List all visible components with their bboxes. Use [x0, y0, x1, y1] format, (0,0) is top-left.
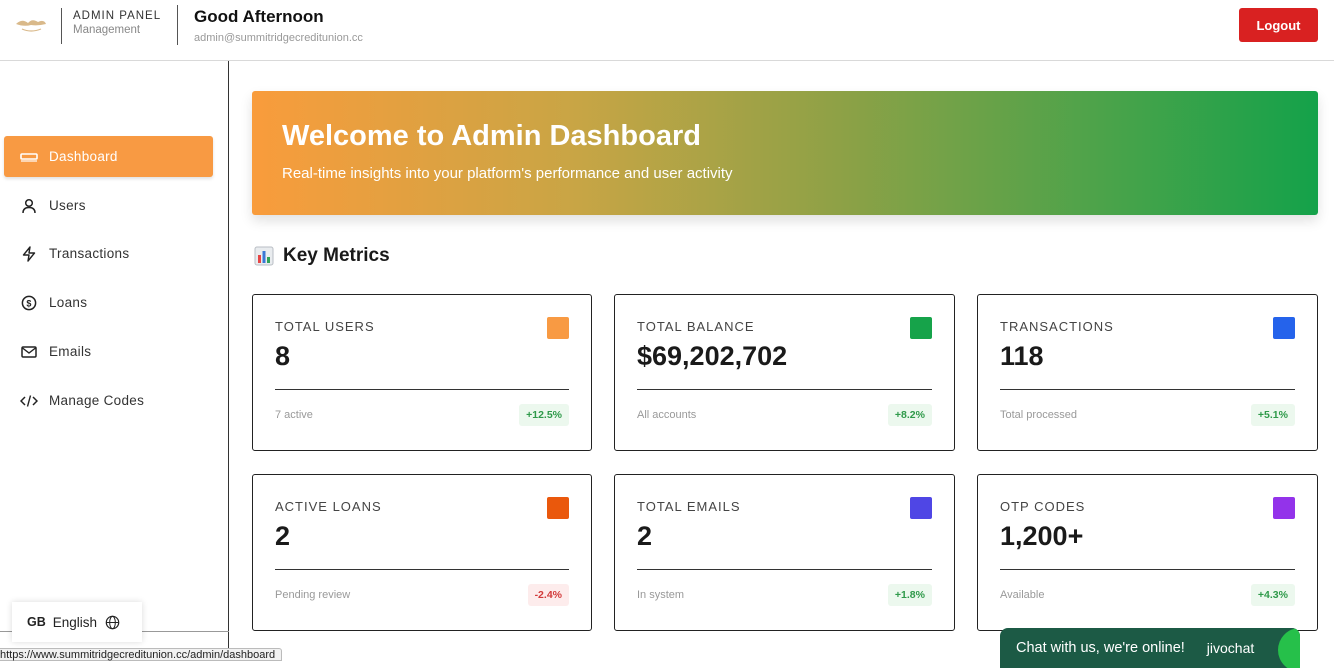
trend-badge: -2.4%: [527, 584, 569, 606]
metric-value: 2: [275, 521, 291, 551]
metric-card-total-emails[interactable]: TOTAL EMAILS 2 In system +1.8%: [614, 474, 955, 631]
sidebar-item-label: Transactions: [49, 246, 130, 261]
trend-badge: +4.3%: [1250, 584, 1295, 606]
metric-divider: [1000, 569, 1295, 570]
trend-badge: +1.8%: [887, 584, 932, 606]
chat-widget[interactable]: Chat with us, we're online! jivochat: [1000, 628, 1300, 668]
metric-label: TOTAL USERS: [275, 319, 375, 334]
chat-brand: jivochat: [1206, 640, 1255, 656]
language-label: English: [52, 614, 98, 630]
metric-card-otp-codes[interactable]: OTP CODES 1,200+ Available +4.3%: [977, 474, 1318, 631]
metric-value: 118: [1000, 341, 1044, 371]
dollar-circle-icon: $: [20, 294, 38, 312]
metric-card-active-loans[interactable]: ACTIVE LOANS 2 Pending review -2.4%: [252, 474, 592, 631]
metric-footnote: Pending review: [275, 589, 351, 601]
sidebar-item-emails[interactable]: Emails: [4, 331, 213, 372]
sidebar-item-label: Users: [49, 198, 86, 213]
metric-card-total-balance[interactable]: TOTAL BALANCE $69,202,702 All accounts +…: [614, 294, 955, 451]
welcome-banner: Welcome to Admin Dashboard Real-time ins…: [252, 91, 1318, 215]
sidebar-item-loans[interactable]: $ Loans: [4, 282, 213, 323]
banner-subtitle: Real-time insights into your platform's …: [282, 165, 733, 182]
svg-text:$: $: [26, 298, 31, 308]
metric-footnote: Available: [1000, 589, 1045, 601]
top-header: ADMIN PANEL Management Good Afternoon ad…: [0, 0, 1334, 61]
metric-value: $69,202,702: [637, 341, 788, 371]
trend-badge: +8.2%: [887, 404, 932, 426]
sidebar-item-users[interactable]: Users: [4, 185, 213, 226]
metric-label: ACTIVE LOANS: [275, 499, 382, 514]
brand-logo[interactable]: [14, 14, 48, 36]
sidebar-item-dashboard[interactable]: Dashboard: [4, 136, 213, 177]
metric-divider: [1000, 389, 1295, 390]
metric-footnote: Total processed: [1000, 409, 1078, 421]
metric-footnote: 7 active: [275, 409, 313, 421]
mail-icon: [20, 343, 38, 361]
key-metrics-heading: Key Metrics: [254, 245, 390, 267]
metric-color-square: [1273, 497, 1295, 519]
metric-value: 8: [275, 341, 291, 371]
trend-badge: +12.5%: [519, 404, 569, 426]
metric-label: TOTAL BALANCE: [637, 319, 755, 334]
metric-color-square: [1273, 317, 1295, 339]
metric-footnote: In system: [637, 589, 685, 601]
sidebar-item-transactions[interactable]: Transactions: [4, 233, 213, 274]
metric-footnote: All accounts: [637, 409, 697, 421]
sidebar-item-label: Manage Codes: [49, 393, 145, 408]
metric-divider: [275, 389, 569, 390]
dashboard-icon: [20, 148, 38, 166]
sidebar-item-label: Emails: [49, 344, 92, 359]
code-icon: [20, 392, 38, 410]
sidebar-item-label: Dashboard: [49, 149, 118, 164]
chat-bubble-icon: [1278, 628, 1300, 668]
status-bar-url: https://www.summitridgecreditunion.cc/ad…: [0, 648, 283, 661]
metric-label: OTP CODES: [1000, 499, 1086, 514]
banner-title: Welcome to Admin Dashboard: [282, 120, 701, 152]
metric-divider: [637, 389, 932, 390]
user-email: admin@summitridgecreditunion.cc: [194, 32, 363, 44]
metric-color-square: [547, 497, 569, 519]
metric-value: 1,200+: [1000, 521, 1084, 551]
metric-card-transactions[interactable]: TRANSACTIONS 118 Total processed +5.1%: [977, 294, 1318, 451]
bar-chart-icon: [254, 246, 274, 266]
sidebar-item-manage-codes[interactable]: Manage Codes: [4, 380, 213, 421]
metric-divider: [637, 569, 932, 570]
bolt-icon: [20, 245, 38, 263]
sidebar-item-label: Loans: [49, 295, 88, 310]
metric-label: TRANSACTIONS: [1000, 319, 1114, 334]
key-metrics-title: Key Metrics: [283, 245, 390, 266]
metric-color-square: [910, 497, 932, 519]
globe-icon: [105, 615, 120, 630]
greeting-block: Good Afternoon admin@summitridgecreditun…: [177, 5, 363, 45]
brand-title: ADMIN PANEL: [73, 10, 162, 22]
brand-block: ADMIN PANEL Management: [61, 8, 161, 44]
logout-button[interactable]: Logout: [1239, 8, 1318, 42]
metric-value: 2: [637, 521, 653, 551]
metric-card-total-users[interactable]: TOTAL USERS 8 7 active +12.5%: [252, 294, 592, 451]
language-code: GB: [27, 615, 46, 629]
metric-divider: [275, 569, 569, 570]
metric-color-square: [547, 317, 569, 339]
sidebar: Dashboard Users Transactions $ Loans Ema…: [0, 61, 229, 661]
greeting-title: Good Afternoon: [194, 7, 324, 26]
metric-color-square: [910, 317, 932, 339]
chat-label: Chat with us, we're online!: [1016, 640, 1185, 656]
metric-label: TOTAL EMAILS: [637, 499, 741, 514]
brand-subtitle: Management: [73, 24, 141, 36]
user-icon: [20, 197, 38, 215]
language-selector[interactable]: GB English: [12, 602, 142, 642]
trend-badge: +5.1%: [1250, 404, 1295, 426]
